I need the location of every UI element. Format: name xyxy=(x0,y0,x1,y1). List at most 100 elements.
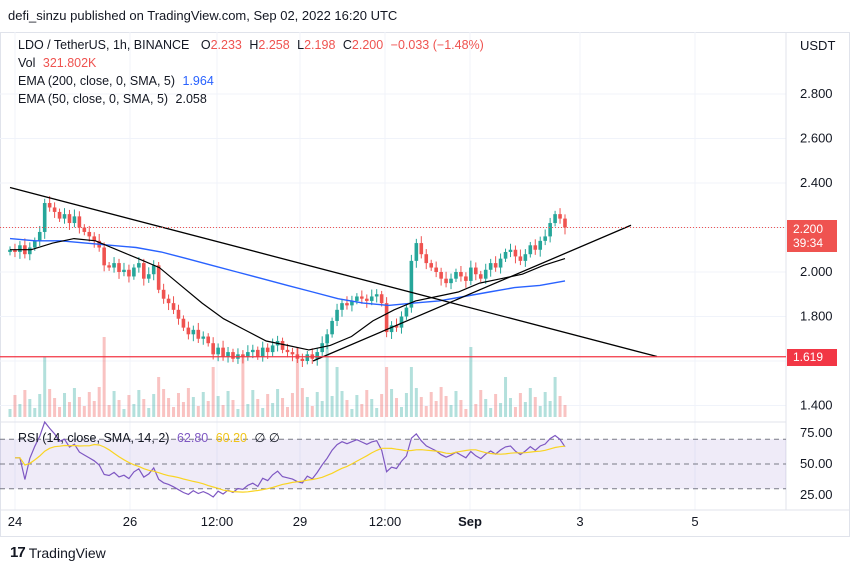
volume-bar xyxy=(479,390,483,417)
volume-bar xyxy=(305,397,309,417)
candle-body xyxy=(251,349,255,353)
currency-label[interactable]: USDT xyxy=(800,38,836,53)
legend-rsi: RSI (14, close, SMA, 14, 2) 62.80 60.20 … xyxy=(18,430,280,445)
volume-bar xyxy=(286,407,289,417)
candle-body xyxy=(399,316,404,328)
volume-bar xyxy=(256,399,260,417)
candle-body xyxy=(538,240,543,250)
volume-bar xyxy=(191,397,195,417)
tradingview-logo-icon: 17 xyxy=(10,544,26,561)
ascending-trendline[interactable] xyxy=(312,224,632,362)
candle-body xyxy=(478,274,483,279)
volume-bar xyxy=(77,397,81,417)
candle-body xyxy=(290,352,295,355)
candle-body xyxy=(112,263,116,268)
volume-bar xyxy=(92,401,96,417)
volume-bar xyxy=(365,390,369,417)
candle-body xyxy=(176,309,181,319)
volume-bar xyxy=(548,401,552,417)
rsi-extra: ∅ ∅ xyxy=(254,431,280,445)
volume-bar xyxy=(221,405,225,417)
volume-bar xyxy=(112,391,116,417)
candle-body xyxy=(137,263,141,268)
candle-body xyxy=(62,214,67,219)
volume-bar xyxy=(464,409,468,417)
volume-bar xyxy=(122,409,126,417)
candle-body xyxy=(191,329,196,335)
chart-frame xyxy=(0,32,850,537)
candle-body xyxy=(255,349,260,357)
candle-body xyxy=(424,254,429,264)
ema50-line xyxy=(10,237,566,351)
candle-body xyxy=(270,345,275,353)
candle-body xyxy=(429,263,434,268)
volume-bar xyxy=(558,396,562,417)
volume-bar xyxy=(538,406,542,417)
rsi-sma-value: 60.20 xyxy=(215,431,247,445)
candle-body xyxy=(498,258,503,268)
candle-body xyxy=(18,245,22,252)
volume-bar xyxy=(489,408,493,417)
ema200-line xyxy=(9,237,566,307)
candle-body xyxy=(122,269,126,272)
volume-bar xyxy=(266,394,270,417)
candle-body xyxy=(414,243,419,261)
candle-body xyxy=(285,349,290,353)
time-tick-label: 3 xyxy=(576,514,583,529)
candle-body xyxy=(325,334,329,344)
volume-bar xyxy=(211,367,215,417)
candle-body xyxy=(449,278,453,284)
rsi-label[interactable]: RSI (14, close, SMA, 14, 2) xyxy=(18,431,170,445)
publisher-line: defi_sinzu published on TradingView.com,… xyxy=(8,8,398,23)
candle-body xyxy=(350,300,354,306)
candle-body xyxy=(558,214,562,219)
volume-bar xyxy=(33,408,37,417)
volume-bar xyxy=(142,399,146,417)
candle-body xyxy=(419,243,424,255)
symbol-title[interactable]: LDO / TetherUS, 1h, BINANCE xyxy=(18,38,190,52)
candle-body xyxy=(37,231,42,241)
candle-body xyxy=(374,294,379,297)
candle-body xyxy=(201,336,206,339)
volume-bar xyxy=(18,404,22,417)
candle-body xyxy=(528,245,533,255)
candle-body xyxy=(464,276,468,281)
volume-bar xyxy=(97,387,101,417)
descending-trendline[interactable] xyxy=(9,186,658,358)
price-change: −0.033 (−1.48%) xyxy=(390,38,484,52)
rsi-tick-label: 75.00 xyxy=(800,425,833,440)
ema200-label: EMA (200, close, 0, SMA, 5) xyxy=(18,74,176,88)
candle-body xyxy=(32,240,37,248)
volume-bar xyxy=(563,405,567,417)
price-tick-label: 1.400 xyxy=(800,398,833,413)
footer-brand[interactable]: 17 TradingView xyxy=(10,544,106,561)
candle-body xyxy=(8,249,12,252)
volume-bar xyxy=(513,407,517,417)
candle-body xyxy=(454,272,458,279)
volume-bar xyxy=(196,406,200,417)
candle-body xyxy=(156,265,161,290)
candle-body xyxy=(246,352,250,357)
ohlc-l-label: L xyxy=(297,38,305,52)
candle-body xyxy=(355,296,359,301)
candle-body xyxy=(57,211,62,219)
candle-body xyxy=(186,327,191,335)
time-tick-label: 24 xyxy=(8,514,22,529)
candle-body xyxy=(231,352,235,359)
candle-body xyxy=(503,251,508,259)
volume-bar xyxy=(315,392,319,417)
candle-body xyxy=(260,347,265,357)
volume-bar xyxy=(201,392,205,417)
time-tick-label: Sep xyxy=(458,514,482,529)
time-tick-label: 12:00 xyxy=(369,514,402,529)
last-price-value: 2.200 xyxy=(793,221,824,236)
candle-body xyxy=(364,298,369,301)
level-price-tag: 1.619 xyxy=(787,348,837,366)
candle-body xyxy=(117,263,121,272)
volume-bar xyxy=(226,391,230,417)
candle-body xyxy=(102,247,106,266)
level-price-value: 1.619 xyxy=(793,350,824,365)
price-tick-label: 1.800 xyxy=(800,309,833,324)
candle-body xyxy=(315,352,320,359)
